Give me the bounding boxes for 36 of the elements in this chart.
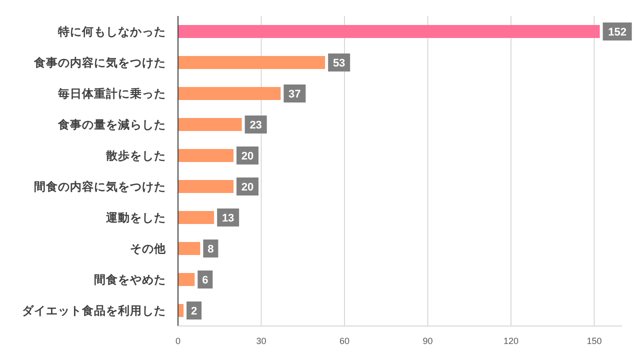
y-tick-label: 食事の内容に気をつけた [33, 56, 166, 70]
x-tick-label: 90 [422, 336, 433, 346]
bar [178, 304, 184, 317]
bar [178, 273, 195, 286]
data-label: 13 [222, 212, 234, 224]
y-tick-label: ダイエット食品を利用した [22, 304, 166, 318]
bar [178, 180, 234, 193]
data-label: 6 [202, 274, 208, 286]
data-label: 53 [332, 58, 346, 70]
y-tick-label: 散歩をした [105, 148, 166, 162]
bar [178, 87, 281, 100]
bar [178, 242, 200, 255]
data-label: 152 [608, 26, 626, 38]
bar [178, 25, 600, 38]
y-tick-label: 食事の量を減らした [57, 118, 166, 132]
x-tick-label: 60 [339, 336, 350, 346]
y-tick-label: 運動をした [105, 210, 166, 224]
bar [178, 211, 214, 224]
x-tick-label: 0 [175, 336, 181, 346]
x-tick-label: 120 [503, 336, 519, 346]
x-tick-label: 150 [586, 336, 602, 346]
data-label: 20 [241, 150, 254, 162]
data-label: 37 [288, 88, 301, 100]
bar [178, 56, 326, 69]
x-tick-label: 30 [256, 336, 266, 346]
bar [178, 149, 234, 162]
data-label: 23 [250, 120, 262, 132]
y-tick-label: 特に何もしなかった [57, 24, 166, 38]
y-tick-label: 間食をやめた [94, 272, 166, 286]
y-tick-label: 毎日体重計に乗った [57, 86, 166, 100]
y-tick-label: 間食の内容に気をつけた [34, 180, 166, 194]
data-label: 20 [241, 182, 254, 194]
bar [178, 118, 242, 131]
y-tick-label: その他 [130, 242, 167, 256]
data-label: 2 [190, 306, 198, 318]
data-label: 8 [208, 244, 214, 256]
